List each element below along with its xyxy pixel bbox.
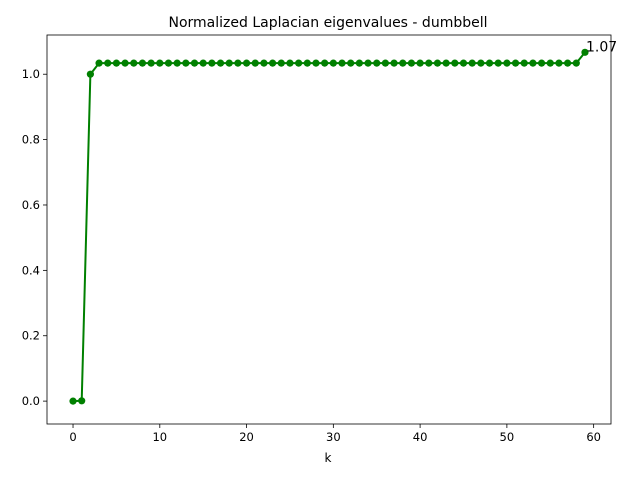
data-point — [121, 59, 129, 67]
x-tick-label: 40 — [413, 430, 428, 444]
data-point — [321, 59, 329, 67]
data-point — [269, 59, 277, 67]
x-tick-label: 60 — [586, 430, 601, 444]
data-point — [381, 59, 389, 67]
data-point — [442, 59, 450, 67]
x-tick-label: 20 — [239, 430, 254, 444]
x-tick-label: 10 — [152, 430, 167, 444]
data-point — [468, 59, 476, 67]
y-tick-label: 0.4 — [22, 263, 40, 277]
data-point — [190, 59, 199, 67]
data-point — [399, 59, 407, 67]
data-point — [130, 59, 138, 67]
data-point — [208, 59, 216, 67]
data-point — [329, 59, 337, 67]
data-point — [390, 59, 398, 67]
data-point — [485, 59, 494, 67]
data-point — [416, 59, 424, 67]
data-point — [373, 59, 381, 67]
data-point — [503, 59, 511, 67]
data-point — [546, 59, 554, 67]
y-tick-label: 0.2 — [22, 329, 40, 343]
y-tick-label: 0.0 — [22, 394, 40, 408]
data-point — [164, 59, 173, 67]
data-point — [529, 59, 537, 67]
y-tick-label: 0.8 — [22, 133, 40, 147]
data-point — [251, 59, 259, 67]
data-point — [225, 59, 233, 67]
data-point — [182, 59, 190, 67]
data-point — [407, 59, 416, 67]
data-point — [277, 59, 285, 67]
data-point — [572, 59, 580, 67]
data-point — [295, 59, 303, 67]
data-point — [312, 59, 320, 67]
data-point — [511, 59, 520, 67]
data-point — [234, 59, 242, 67]
x-tick-label: 0 — [69, 430, 76, 444]
data-point — [303, 59, 311, 67]
x-tick-label: 50 — [500, 430, 515, 444]
data-point — [286, 59, 294, 67]
data-point — [355, 59, 363, 67]
annotation-label: 1.07 — [586, 39, 617, 55]
data-point — [78, 397, 86, 405]
data-point — [494, 59, 502, 67]
data-point — [260, 59, 268, 67]
data-point — [104, 59, 112, 67]
data-point — [69, 397, 77, 405]
data-point — [555, 59, 563, 67]
data-point — [138, 59, 147, 67]
data-point — [216, 59, 225, 67]
data-point — [477, 59, 485, 67]
plot-area: 0 10 20 30 40 50 60 0.0 0.2 0.4 0.6 0.8 1.0 1.07 — [22, 34, 617, 444]
data-point — [581, 48, 589, 56]
data-point — [199, 59, 207, 67]
data-point — [173, 59, 181, 67]
data-point — [112, 59, 121, 67]
data-point — [242, 59, 251, 67]
data-point — [564, 59, 572, 67]
data-point — [425, 59, 433, 67]
y-tick-label: 1.0 — [22, 67, 40, 81]
data-point — [451, 59, 459, 67]
data-point — [156, 59, 164, 67]
axes-frame — [46, 34, 612, 425]
x-axis-label: k — [325, 451, 332, 465]
chart-title: Normalized Laplacian eigenvalues - dumbb… — [169, 15, 488, 31]
data-point — [520, 59, 528, 67]
data-point — [95, 59, 103, 67]
data-point — [338, 59, 346, 67]
data-point — [147, 59, 155, 67]
data-point — [433, 59, 442, 67]
data-point — [459, 59, 468, 67]
data-point — [347, 59, 355, 67]
data-point — [364, 59, 372, 67]
y-tick-label: 0.6 — [22, 198, 40, 212]
data-point — [86, 70, 94, 78]
x-tick-label: 30 — [326, 430, 341, 444]
data-point — [537, 59, 546, 67]
